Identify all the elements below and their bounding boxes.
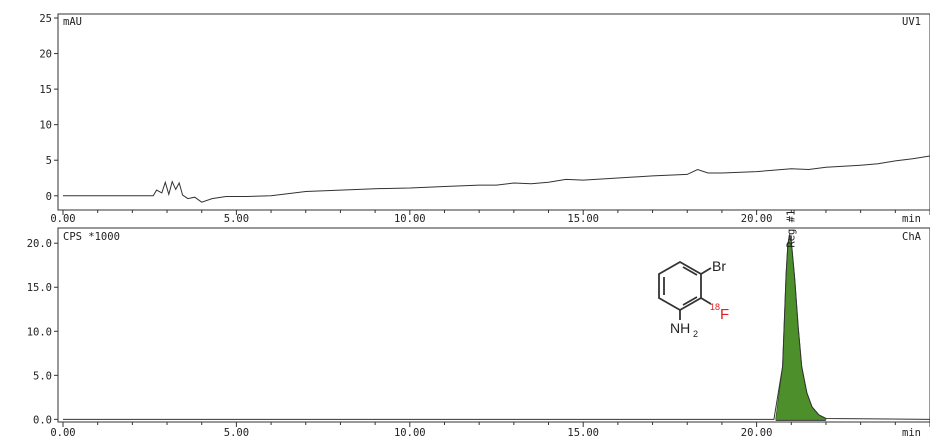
x-tick-label: 5.00: [224, 213, 249, 225]
y-tick-label: 5: [46, 155, 52, 167]
f18-mass-label: 18: [710, 302, 720, 312]
peak-region-label: Reg #1: [786, 210, 798, 248]
x-tick-label: 10.00: [394, 427, 426, 438]
radio-y-unit-label: CPS *1000: [63, 231, 120, 243]
ring-double-bond-2: [682, 266, 698, 276]
y-tick-label: 25: [39, 13, 52, 25]
y-tick-label: 15.0: [27, 282, 52, 294]
y-tick-label: 20.0: [27, 238, 52, 250]
uv-x-unit-label: min: [902, 213, 921, 225]
y-tick-label: 0.0: [33, 414, 52, 426]
radio-channel-label: ChA: [902, 231, 922, 243]
y-tick-label: 10: [39, 120, 52, 132]
x-tick-label: 15.00: [567, 213, 599, 225]
radio-peak-area: [775, 234, 827, 420]
x-tick-label: 20.00: [741, 427, 773, 438]
nh2-atom-label: NH: [670, 320, 690, 336]
uv-y-axis: 25 20 15 10 5 0: [39, 13, 58, 203]
uv-plot-frame: [57, 13, 930, 211]
benzene-ring: [658, 260, 702, 312]
x-tick-label: 10.00: [394, 213, 426, 225]
uv-trace: [63, 155, 930, 203]
nh2-subscript: 2: [693, 329, 698, 339]
uv-panel: mAU UV1 min 25 20 15 10 5 0 0.00 5.00 10.00 15.0…: [39, 13, 930, 225]
f-atom-label: F: [720, 306, 729, 323]
x-tick-label: 0.00: [50, 213, 75, 225]
uv-x-axis: 0.00 5.00 10.00 15.00 20.00: [50, 210, 930, 225]
x-tick-label: 20.00: [741, 213, 773, 225]
uv-channel-label: UV1: [902, 16, 921, 28]
y-tick-label: 0: [46, 191, 52, 203]
ring-double-bond-3: [682, 296, 698, 306]
uv-y-unit-label: mAU: [63, 16, 82, 28]
br-bond: [700, 267, 712, 275]
radio-panel: CPS *1000 ChA min 20.0 15.0 10.0 5.0 0.0 0.0…: [27, 210, 930, 438]
br-atom-label: Br: [712, 258, 726, 274]
y-tick-label: 10.0: [27, 326, 52, 338]
x-tick-label: 0.00: [50, 427, 75, 438]
y-tick-label: 20: [39, 49, 52, 61]
radio-plot-frame: [57, 227, 930, 423]
x-tick-label: 15.00: [567, 427, 599, 438]
radio-trace: [63, 234, 930, 420]
y-tick-label: 5.0: [33, 370, 52, 382]
f-bond: [700, 297, 712, 305]
y-tick-label: 15: [39, 84, 52, 96]
radio-x-axis: 0.00 5.00 10.00 15.00 20.00: [50, 422, 930, 438]
x-tick-label: 5.00: [224, 427, 249, 438]
radio-y-axis: 20.0 15.0 10.0 5.0 0.0: [27, 238, 58, 426]
radio-x-unit-label: min: [902, 427, 921, 438]
molecule-structure: [658, 260, 712, 320]
